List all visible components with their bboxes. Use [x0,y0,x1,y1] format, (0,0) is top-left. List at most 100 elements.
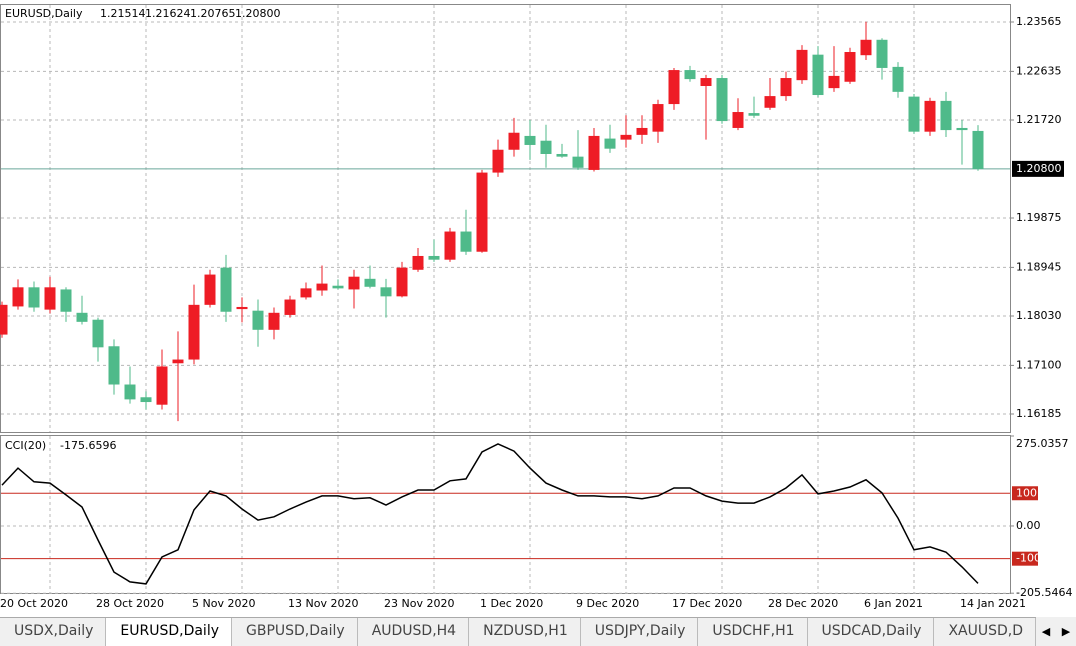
chart: 20 Oct 2020 28 Oct 2020 5 Nov 2020 13 Nov 2… [0,4,1072,610]
candle-body [812,54,824,96]
candle-body [220,267,232,312]
header-high: 1.21624 [145,7,191,20]
candle-body [620,134,632,140]
candle-body [604,138,616,149]
level-label: -100 [1016,552,1041,565]
candle-body [76,312,88,322]
candle-body [476,172,488,252]
y-tick-label: -205.5464 [1016,586,1072,599]
candle-body [156,366,168,405]
candle-body [332,285,344,289]
candle-body [972,130,984,169]
x-tick-label: 23 Nov 2020 [384,597,454,610]
y-tick-label: 0.00 [1016,519,1041,532]
candle-body [700,78,712,87]
chart-tab[interactable]: USDJPY,Daily [581,618,699,646]
candle-body [652,104,664,132]
candle-body [380,287,392,297]
candle-body [764,96,776,108]
candle-body [556,153,568,157]
candle-body [748,113,760,116]
candle-body [956,127,968,131]
candle-body [668,70,680,105]
candle-body [572,156,584,168]
candle-body [908,96,920,132]
x-tick-label: 5 Nov 2020 [192,597,255,610]
candle-body [236,306,248,310]
y-tick-label: 1.21720 [1016,113,1062,126]
cci-line [1,443,979,585]
candle-body [492,149,504,173]
candle-body [412,255,424,270]
tab-bar: USDX,Daily EURUSD,Daily GBPUSD,Daily AUDUSD… [0,617,1076,646]
level-label: 100 [1016,486,1037,499]
candle-body [444,231,456,260]
chart-tab[interactable]: USDCAD,Daily [808,618,935,646]
candle-body [204,274,216,305]
price-panel-frame [0,4,1011,433]
y-tick-label: 1.18030 [1016,309,1062,322]
candle-body [188,304,200,360]
header-close: 1.20800 [235,7,281,20]
candle-body [0,304,8,335]
candle-body [140,397,152,403]
symbol-title: EURUSD,Daily [5,7,83,20]
y-tick-label: 1.16185 [1016,407,1062,420]
candle-body [732,112,744,128]
y-tick-label: 1.23565 [1016,15,1062,28]
chart-tab[interactable]: GBPUSD,Daily [232,618,358,646]
x-tick-label: 20 Oct 2020 [0,597,68,610]
chart-tab[interactable]: NZDUSD,H1 [469,618,581,646]
chart-tab[interactable]: XAUUSD,D [934,618,1036,646]
y-tick-label: 1.18945 [1016,260,1062,273]
candle-body [12,287,24,307]
header-open: 1.21514 [100,7,146,20]
candle-body [588,135,600,170]
candle-body [268,312,280,330]
x-tick-label: 17 Dec 2020 [672,597,742,610]
level-label-box [1012,486,1038,501]
candle-body [860,39,872,56]
x-tick-label: 13 Nov 2020 [288,597,358,610]
chart-tab[interactable]: USDX,Daily [0,618,107,646]
price-label-box [1012,160,1064,177]
chart-tab[interactable]: USDCHF,H1 [698,618,808,646]
y-tick-label: 275.0357 [1016,437,1069,450]
candle-body [92,319,104,348]
candle-body [924,100,936,132]
x-tick-label: 6 Jan 2021 [864,597,923,610]
cci-panel-frame [0,435,1011,594]
candle-body [252,310,264,330]
candle-body [124,384,136,400]
candle-body [428,255,440,260]
x-tick-label: 1 Dec 2020 [480,597,543,610]
chart-tab[interactable]: EURUSD,Daily [106,618,232,646]
x-tick-label: 14 Jan 2021 [960,597,1026,610]
chart-tab[interactable]: AUDUSD,H4 [358,618,470,646]
candle-body [460,231,472,252]
candle-body [828,75,840,89]
candle-body [876,39,888,68]
candle-body [172,359,184,364]
header-low: 1.20765 [190,7,236,20]
candle-body [892,66,904,92]
cci-value: -175.6596 [60,439,116,452]
candle-body [796,49,808,81]
candle-body [684,70,696,80]
x-tick-label: 28 Oct 2020 [96,597,164,610]
tab-scroll[interactable]: ◀ ▶ [1036,617,1076,645]
y-tick-label: 1.19875 [1016,211,1062,224]
candle-body [716,78,728,122]
candle-body [28,287,40,308]
price-label: 1.20800 [1016,162,1062,175]
candle-body [284,299,296,315]
level-label-box [1012,551,1038,566]
candle-body [940,100,952,131]
candle-body [364,278,376,287]
x-tick-label: 28 Dec 2020 [768,597,838,610]
candle-body [44,287,56,310]
candle-body [60,289,72,312]
candle-body [300,288,312,298]
candle-body [348,276,360,290]
